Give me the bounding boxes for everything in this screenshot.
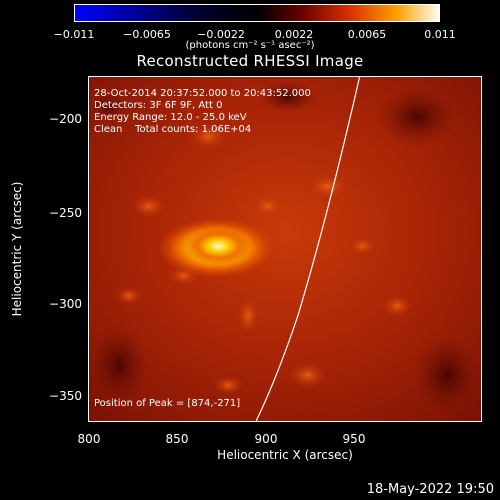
colorbar-tick: 0.0065 [347,28,387,41]
colorbar-tick: −0.011 [53,28,95,41]
y-tick: −300 [49,297,82,311]
info-counts: Clean Total counts: 1.06E+04 [94,124,252,135]
y-tick: −350 [49,389,82,403]
colorbar-tick: 0.011 [424,28,456,41]
x-tick: 900 [254,432,278,446]
solar-image [88,76,482,422]
peak-position: Position of Peak = [874,-271] [94,398,241,409]
info-dates: 28-Oct-2014 20:37:52.000 to 20:43:52.000 [94,88,311,99]
y-tick: −200 [49,112,82,126]
x-tick: 950 [342,432,366,446]
y-axis-label: Heliocentric Y (arcsec) [10,181,24,317]
colorbar [74,4,440,22]
colorbar-tick: −0.0022 [197,28,245,41]
generation-date: 18-May-2022 19:50 [366,482,494,497]
image-title: Reconstructed RHESSI Image [136,52,364,70]
colorbar-tick: −0.0065 [123,28,171,41]
info-detectors: Detectors: 3F 6F 9F, Att 0 [94,100,223,111]
info-energy: Energy Range: 12.0 - 25.0 keV [94,112,247,123]
y-tick: −250 [49,206,82,220]
x-tick: 800 [77,432,101,446]
colorbar-tick: 0.0022 [274,28,314,41]
x-axis-label: Heliocentric X (arcsec) [217,448,353,462]
colorbar-units: (photons cm⁻² s⁻¹ asec⁻²) [185,40,315,51]
x-tick: 850 [165,432,189,446]
